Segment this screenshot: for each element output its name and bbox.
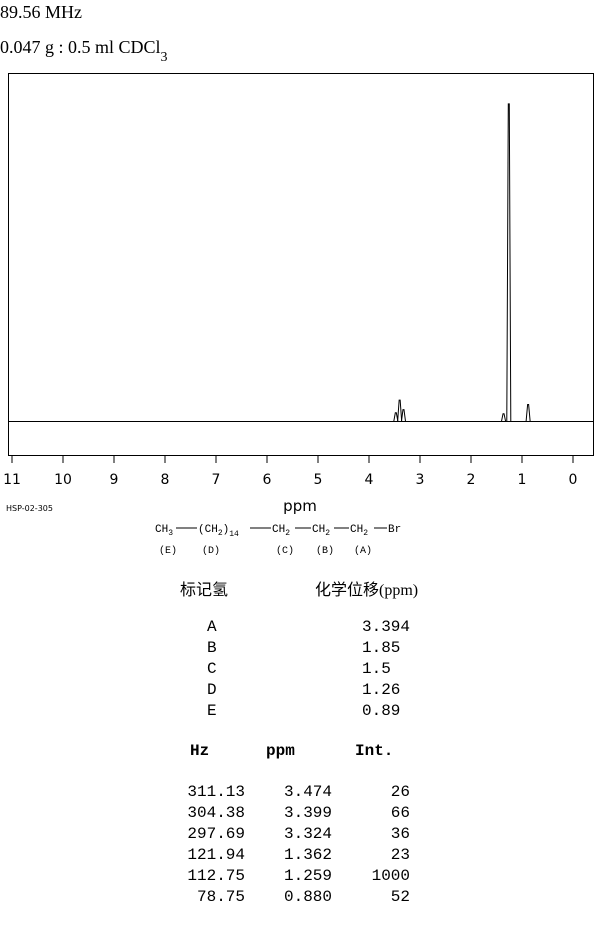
frequency: 89.56 MHz [0, 2, 82, 22]
peak-cell: 0.880 [284, 888, 332, 906]
x-tick-label: 4 [365, 472, 374, 488]
assignment-shift: 1.5 [362, 660, 391, 678]
assignment-label: B [207, 639, 217, 657]
assignment-label: C [207, 660, 217, 678]
group-label: (D) [202, 545, 220, 557]
x-axis-label: ppm [283, 497, 317, 515]
group-sub: 2 [325, 529, 330, 538]
peak [525, 404, 531, 422]
group-sub: 2 [218, 529, 223, 538]
formula-group: Br [388, 524, 401, 536]
group-label: (E) [159, 545, 177, 557]
peak-header: Hz [190, 742, 209, 760]
group-text: CH [312, 524, 325, 536]
spectrum-code: HSP-02-305 [6, 504, 53, 513]
group-label: (A) [354, 545, 372, 557]
peak-cell: 121.94 [187, 846, 245, 864]
group-text: CH [350, 524, 363, 536]
formula-group: CH2 [312, 524, 330, 538]
x-tick-label: 3 [416, 472, 425, 488]
group-sub: 3 [168, 529, 173, 538]
assignment-shift: 1.85 [362, 639, 400, 657]
assignment-shift: 1.26 [362, 681, 400, 699]
assignment-header: 标记氢 [180, 581, 228, 599]
group-sub: 2 [363, 529, 368, 538]
peak-cell: 297.69 [187, 825, 245, 843]
x-tick-label: 0 [569, 472, 578, 488]
peak-cell: 311.13 [187, 783, 245, 801]
x-tick-label: 5 [314, 472, 323, 488]
group-label: (C) [276, 545, 294, 557]
sample: 0.047 g : 0.5 ml CDCl3 [0, 37, 168, 65]
x-tick-label: 7 [212, 472, 221, 488]
assignment-shift: 3.394 [362, 618, 410, 636]
x-tick-label: 8 [161, 472, 170, 488]
peak [501, 413, 507, 422]
group-text: CH [272, 524, 285, 536]
peak [400, 409, 406, 422]
peak-cell: 1.259 [284, 867, 332, 885]
assignment-shift: 0.89 [362, 702, 400, 720]
x-tick-label: 9 [110, 472, 119, 488]
peak-cell: 26 [391, 783, 410, 801]
group-text: Br [388, 524, 401, 536]
assignment-label: D [207, 681, 217, 699]
group-sub: 2 [285, 529, 290, 538]
assignment-label: A [207, 618, 217, 636]
sample-text: 0.047 g : 0.5 ml CDCl [0, 37, 161, 57]
group-close: ) [223, 524, 230, 536]
peak [393, 412, 399, 422]
peak-header: Int. [355, 742, 393, 760]
peak-cell: 23 [391, 846, 410, 864]
group-text: (CH [198, 524, 218, 536]
group-text: CH [155, 524, 168, 536]
x-tick-label: 2 [467, 472, 476, 488]
peak-cell: 1.362 [284, 846, 332, 864]
peak-cell: 3.324 [284, 825, 332, 843]
peak-cell: 304.38 [187, 804, 245, 822]
group-sub2: 14 [229, 530, 239, 539]
group-label: (B) [316, 545, 334, 557]
peak-cell: 3.474 [284, 783, 332, 801]
x-tick-label: 10 [54, 472, 72, 488]
peak-cell: 52 [391, 888, 410, 906]
peak-cell: 78.75 [197, 888, 245, 906]
x-tick-label: 11 [3, 472, 21, 488]
peak-cell: 1000 [372, 867, 410, 885]
x-tick-label: 1 [518, 472, 527, 488]
assignment-label: E [207, 702, 217, 720]
plot-frame [8, 73, 594, 456]
peak [397, 399, 403, 422]
peak-cell: 36 [391, 825, 410, 843]
peak-cell: 3.399 [284, 804, 332, 822]
peak-header: ppm [266, 742, 295, 760]
formula-group: CH2 [272, 524, 290, 538]
peak-cell: 66 [391, 804, 410, 822]
peak [506, 103, 512, 422]
assignment-header: 化学位移(ppm) [315, 581, 418, 599]
x-tick-label: 6 [263, 472, 272, 488]
formula-group: CH3 [155, 524, 173, 538]
formula-group: (CH2)14 [198, 524, 239, 539]
peak-cell: 112.75 [187, 867, 245, 885]
formula-group: CH2 [350, 524, 368, 538]
sample-sub: 3 [161, 50, 168, 65]
